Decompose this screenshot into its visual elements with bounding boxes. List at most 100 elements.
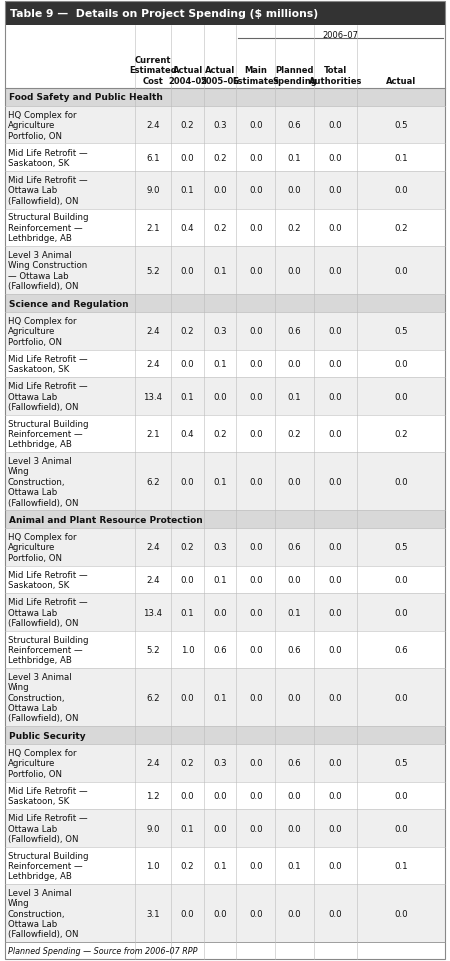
Text: 0.0: 0.0 <box>328 392 342 402</box>
Text: Mid Life Retrofit —
Saskatoon, SK: Mid Life Retrofit — Saskatoon, SK <box>8 786 88 805</box>
Text: Planned
Spending: Planned Spending <box>272 66 317 86</box>
Text: 0.5: 0.5 <box>394 543 408 552</box>
Text: Mid Life Retrofit —
Ottawa Lab
(Fallowfield), ON: Mid Life Retrofit — Ottawa Lab (Fallowfi… <box>8 813 88 843</box>
Bar <box>5 295 445 313</box>
Text: 0.1: 0.1 <box>394 861 408 870</box>
Text: 1.0: 1.0 <box>146 861 160 870</box>
Text: 0.0: 0.0 <box>181 693 194 702</box>
Bar <box>5 313 445 351</box>
Text: 5.2: 5.2 <box>146 266 160 275</box>
Text: 0.0: 0.0 <box>249 392 263 402</box>
Text: 0.0: 0.0 <box>328 576 342 584</box>
Text: 0.1: 0.1 <box>213 478 227 486</box>
Text: HQ Complex for
Agriculture
Portfolio, ON: HQ Complex for Agriculture Portfolio, ON <box>8 749 76 778</box>
Text: 0.0: 0.0 <box>249 478 263 486</box>
Text: 0.0: 0.0 <box>249 608 263 617</box>
Text: 0.0: 0.0 <box>249 186 263 195</box>
Text: 0.0: 0.0 <box>328 758 342 768</box>
Bar <box>5 209 445 247</box>
Text: 0.0: 0.0 <box>249 861 263 870</box>
Text: Structural Building
Reinforcement —
Lethbridge, AB: Structural Building Reinforcement — Leth… <box>8 850 89 880</box>
Text: 0.0: 0.0 <box>394 359 408 369</box>
Text: 0.5: 0.5 <box>394 758 408 768</box>
Bar <box>5 631 445 669</box>
Text: 0.0: 0.0 <box>394 186 408 195</box>
Bar <box>5 2 445 26</box>
Text: Total
Authorities: Total Authorities <box>309 66 362 86</box>
Text: 0.0: 0.0 <box>328 693 342 702</box>
Text: 0.0: 0.0 <box>249 791 263 801</box>
Bar <box>5 26 445 88</box>
Text: Mid Life Retrofit —
Ottawa Lab
(Fallowfield), ON: Mid Life Retrofit — Ottawa Lab (Fallowfi… <box>8 598 88 628</box>
Text: 0.0: 0.0 <box>394 824 408 833</box>
Text: 0.1: 0.1 <box>213 693 227 702</box>
Text: 0.0: 0.0 <box>181 909 194 918</box>
Text: 0.0: 0.0 <box>249 430 263 438</box>
Bar <box>5 745 445 782</box>
Bar <box>5 453 445 510</box>
Text: 0.0: 0.0 <box>288 909 302 918</box>
Text: 0.0: 0.0 <box>328 154 342 162</box>
Text: 0.1: 0.1 <box>213 861 227 870</box>
Text: 0.1: 0.1 <box>213 359 227 369</box>
Text: 0.2: 0.2 <box>213 430 227 438</box>
Text: 0.0: 0.0 <box>249 824 263 833</box>
Text: 13.4: 13.4 <box>144 608 162 617</box>
Text: 0.0: 0.0 <box>328 824 342 833</box>
Text: 0.0: 0.0 <box>249 693 263 702</box>
Text: 0.0: 0.0 <box>249 576 263 584</box>
Text: 0.0: 0.0 <box>181 359 194 369</box>
Text: 0.3: 0.3 <box>213 121 227 130</box>
Text: 0.6: 0.6 <box>394 646 408 654</box>
Text: 0.5: 0.5 <box>394 327 408 336</box>
Text: 6.2: 6.2 <box>146 693 160 702</box>
Text: 0.0: 0.0 <box>394 576 408 584</box>
Text: 0.0: 0.0 <box>181 478 194 486</box>
Text: 0.0: 0.0 <box>394 608 408 617</box>
Text: 0.0: 0.0 <box>394 791 408 801</box>
Text: 0.1: 0.1 <box>181 608 194 617</box>
Text: 0.6: 0.6 <box>288 121 302 130</box>
Text: 0.6: 0.6 <box>288 543 302 552</box>
Text: 0.0: 0.0 <box>328 327 342 336</box>
Text: Structural Building
Reinforcement —
Lethbridge, AB: Structural Building Reinforcement — Leth… <box>8 213 89 243</box>
Text: 0.0: 0.0 <box>288 693 302 702</box>
Bar <box>5 809 445 847</box>
Text: 0.1: 0.1 <box>288 861 302 870</box>
Text: Level 3 Animal
Wing Construction
— Ottawa Lab
(Fallowfield), ON: Level 3 Animal Wing Construction — Ottaw… <box>8 251 87 291</box>
Text: 0.1: 0.1 <box>213 266 227 275</box>
Text: 0.0: 0.0 <box>328 478 342 486</box>
Text: 0.0: 0.0 <box>249 154 263 162</box>
Text: Mid Life Retrofit —
Saskatoon, SK: Mid Life Retrofit — Saskatoon, SK <box>8 355 88 374</box>
Text: 0.0: 0.0 <box>328 608 342 617</box>
Text: 0.4: 0.4 <box>181 430 194 438</box>
Bar <box>5 529 445 566</box>
Text: 0.0: 0.0 <box>181 154 194 162</box>
Text: 0.0: 0.0 <box>181 791 194 801</box>
Bar <box>5 351 445 378</box>
Text: 0.6: 0.6 <box>288 646 302 654</box>
Text: 2.4: 2.4 <box>146 576 160 584</box>
Text: 0.5: 0.5 <box>394 121 408 130</box>
Text: 13.4: 13.4 <box>144 392 162 402</box>
Bar <box>5 415 445 453</box>
Text: 0.0: 0.0 <box>394 392 408 402</box>
Bar <box>5 107 445 144</box>
Text: Food Safety and Public Health: Food Safety and Public Health <box>9 93 163 102</box>
Text: 0.0: 0.0 <box>328 646 342 654</box>
Text: 0.1: 0.1 <box>213 576 227 584</box>
Text: Actual
2005–06: Actual 2005–06 <box>201 66 240 86</box>
Text: Actual: Actual <box>386 77 416 86</box>
Text: HQ Complex for
Agriculture
Portfolio, ON: HQ Complex for Agriculture Portfolio, ON <box>8 532 76 562</box>
Text: 0.0: 0.0 <box>213 392 227 402</box>
Text: 9.0: 9.0 <box>146 824 160 833</box>
Text: 0.0: 0.0 <box>249 359 263 369</box>
Text: 0.0: 0.0 <box>328 543 342 552</box>
Text: 0.0: 0.0 <box>288 359 302 369</box>
Text: 2.4: 2.4 <box>146 121 160 130</box>
Text: Mid Life Retrofit —
Saskatoon, SK: Mid Life Retrofit — Saskatoon, SK <box>8 148 88 168</box>
Text: Science and Regulation: Science and Regulation <box>9 300 129 308</box>
Text: 2.1: 2.1 <box>146 224 160 233</box>
Text: HQ Complex for
Agriculture
Portfolio, ON: HQ Complex for Agriculture Portfolio, ON <box>8 317 76 347</box>
Text: 0.0: 0.0 <box>328 861 342 870</box>
